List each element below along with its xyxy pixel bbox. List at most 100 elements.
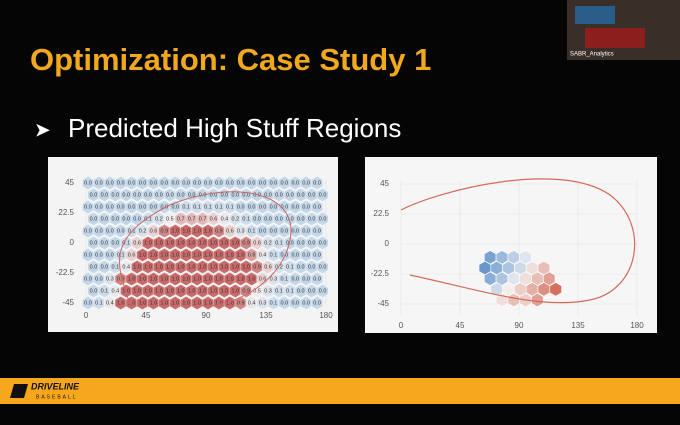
cell-value: 0.0: [297, 216, 305, 222]
cell-value: 0.0: [297, 288, 305, 294]
x-tick-label: 0: [399, 321, 404, 330]
hex-cell: [316, 284, 329, 298]
cell-value: 0.1: [281, 276, 289, 282]
x-tick-label: 135: [571, 321, 585, 330]
cell-value: 0.0: [150, 204, 158, 210]
x-tick-label: 90: [202, 311, 211, 320]
cell-value: 1.0: [188, 240, 196, 246]
cell-value: 1.0: [226, 300, 234, 306]
cell-value: 0.0: [302, 300, 310, 306]
cell-value: 1.0: [128, 276, 136, 282]
cell-value: 0.1: [95, 300, 103, 306]
x-tick-label: 180: [630, 321, 644, 330]
cell-value: 0.0: [193, 180, 201, 186]
y-tick-label: 22.5: [373, 209, 389, 218]
cell-value: 0.4: [221, 216, 229, 222]
cell-value: 1.0: [144, 288, 152, 294]
cell-value: 1.0: [231, 264, 239, 270]
cell-value: 0.6: [264, 264, 272, 270]
cell-value: 1.0: [215, 276, 223, 282]
cell-value: 1.0: [210, 240, 218, 246]
footer-sub: BASEBALL: [36, 394, 78, 400]
cell-value: 0.0: [161, 180, 169, 186]
cell-value: 0.0: [84, 204, 92, 210]
cell-value: 0.0: [248, 180, 256, 186]
footer-band: [0, 378, 680, 404]
cell-value: 0.0: [117, 180, 125, 186]
cell-value: 1.0: [215, 300, 223, 306]
cell-value: 0.1: [286, 264, 294, 270]
webcam-label: SABR_Analytics: [570, 52, 614, 58]
webcam-table: [585, 28, 645, 48]
cell-value: 0.0: [281, 204, 289, 210]
cell-value: 0.0: [308, 192, 316, 198]
y-tick-label: 0: [385, 239, 390, 248]
cell-value: 0.0: [302, 180, 310, 186]
cell-value: 1.0: [177, 288, 185, 294]
cell-value: 1.0: [177, 264, 185, 270]
cell-value: 1.0: [182, 252, 190, 258]
cell-value: 0.0: [313, 228, 321, 234]
cell-value: 0.3: [270, 276, 278, 282]
cell-value: 0.0: [182, 180, 190, 186]
cell-value: 0.0: [84, 276, 92, 282]
cell-value: 1.0: [133, 264, 141, 270]
cell-value: 0.1: [275, 240, 283, 246]
hex-cell: [311, 296, 323, 310]
cell-value: 0.0: [101, 192, 109, 198]
hex-cell: [531, 292, 544, 308]
cell-value: 0.0: [122, 216, 130, 222]
right-chart: 45 22.5 0 -22.5 -45 0 45 90 135 180: [371, 179, 644, 330]
cell-value: 0.1: [182, 204, 190, 210]
y-tick-label: -22.5: [371, 269, 390, 278]
cell-value: 1.0: [117, 300, 125, 306]
cell-value: 0.3: [106, 276, 114, 282]
cell-value: 0.1: [215, 204, 223, 210]
cell-value: 0.4: [248, 300, 256, 306]
cell-value: 1.0: [204, 300, 212, 306]
cell-value: 0.0: [111, 216, 119, 222]
cell-value: 0.0: [242, 192, 250, 198]
cell-value: 0.0: [128, 180, 136, 186]
cell-value: 0.0: [281, 252, 289, 258]
cell-value: 0.0: [319, 192, 327, 198]
cell-value: 0.0: [155, 192, 163, 198]
cell-value: 0.0: [122, 192, 130, 198]
cell-value: 0.0: [231, 192, 239, 198]
cell-value: 0.9: [215, 228, 223, 234]
cell-value: 0.6: [128, 252, 136, 258]
y-tick-label: 22.5: [58, 208, 74, 217]
cell-value: 1.0: [221, 288, 229, 294]
cell-value: 0.0: [313, 252, 321, 258]
cell-value: 0.8: [248, 252, 256, 258]
cell-value: 1.0: [221, 264, 229, 270]
cell-value: 1.0: [155, 288, 163, 294]
cell-value: 1.0: [226, 276, 234, 282]
cell-value: 0.1: [242, 216, 250, 222]
cell-value: 0.0: [275, 216, 283, 222]
cell-value: 0.0: [215, 180, 223, 186]
cell-value: 0.3: [259, 300, 267, 306]
cell-value: 0.6: [210, 216, 218, 222]
cell-value: 0.0: [302, 276, 310, 282]
cell-value: 1.0: [226, 252, 234, 258]
cell-value: 0.0: [111, 192, 119, 198]
cell-value: 1.0: [237, 276, 245, 282]
cell-value: 0.0: [101, 264, 109, 270]
cell-value: 1.0: [166, 288, 174, 294]
cell-value: 1.0: [193, 228, 201, 234]
cell-value: 1.0: [161, 300, 169, 306]
cell-value: 0.0: [259, 180, 267, 186]
cell-value: 0.0: [171, 204, 179, 210]
cell-value: 0.1: [111, 264, 119, 270]
cell-value: 1.0: [139, 300, 147, 306]
cell-value: 0.0: [313, 300, 321, 306]
cell-value: 0.6: [259, 276, 267, 282]
y-tick-label: 45: [380, 179, 389, 188]
cell-value: 0.0: [133, 192, 141, 198]
cell-value: 1.0: [182, 300, 190, 306]
cell-value: 1.0: [155, 264, 163, 270]
cell-value: 0.5: [166, 216, 174, 222]
cell-value: 0.0: [291, 228, 299, 234]
